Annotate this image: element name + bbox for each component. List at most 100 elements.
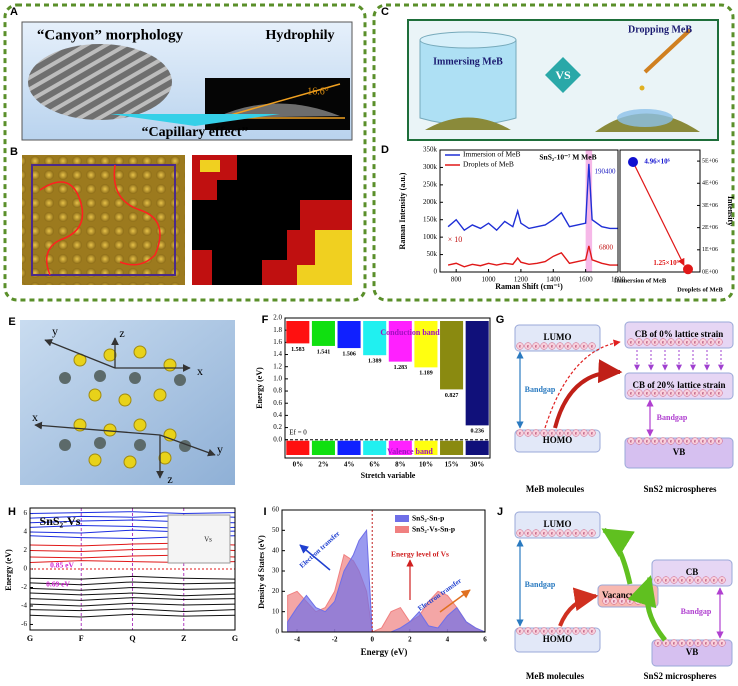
category-label: Droplets of MeB <box>677 286 723 293</box>
legend-swatch <box>395 515 409 522</box>
y-axis-label: Density of States (eV) <box>257 535 266 609</box>
y-tick-label: 20 <box>272 587 280 595</box>
electron <box>588 627 596 635</box>
vb-label: VB <box>686 647 699 657</box>
valence-bar <box>388 440 412 455</box>
electron-label: e <box>662 341 665 346</box>
bar <box>414 321 438 368</box>
x-tick-label: 6 <box>483 636 487 644</box>
electron-label: e <box>718 392 721 397</box>
electron <box>564 529 572 537</box>
electron <box>588 529 596 537</box>
electron-label: e <box>710 440 713 445</box>
electron <box>659 338 667 346</box>
electron <box>707 338 715 346</box>
boundary <box>39 164 161 276</box>
electron-label: e <box>543 345 546 350</box>
y-tick-label: 4 <box>24 528 28 536</box>
scan-area <box>31 164 176 276</box>
electron-label: e <box>702 392 705 397</box>
x-tick-label: Z <box>181 634 186 643</box>
electron <box>564 342 572 350</box>
cb-label: CB of 20% lattice strain <box>633 380 726 390</box>
electron <box>572 529 580 537</box>
x-tick-label: 0 <box>370 636 374 644</box>
valence-bar <box>440 440 464 455</box>
heading: “Canyon” morphology <box>37 27 184 43</box>
bandgap-label: Bandgap <box>681 607 712 616</box>
valence-bar <box>414 440 438 455</box>
value-label: 0.827 <box>445 393 459 399</box>
y-tick-label: 0 <box>434 268 438 276</box>
frame <box>439 149 619 273</box>
electron <box>580 529 588 537</box>
band-line <box>29 592 236 597</box>
x-tick-label: Q <box>129 634 135 643</box>
axis-label: z <box>119 326 124 340</box>
y-tick-label: 0.2 <box>273 423 282 431</box>
electron <box>691 338 699 346</box>
band-line <box>29 586 236 591</box>
transfer-arrow <box>601 527 635 585</box>
band-line <box>29 581 236 586</box>
electron-label: e <box>721 642 724 647</box>
label: Immersing MeB <box>433 56 503 67</box>
electron <box>548 429 556 437</box>
electron <box>670 576 678 584</box>
bandgap-label: Bandgap <box>525 385 556 394</box>
annotation: 190400 <box>595 168 617 176</box>
band-line <box>29 608 236 613</box>
electron-label: e <box>721 579 724 584</box>
electron-label: e <box>665 642 668 647</box>
x-tick-label: 4 <box>446 636 450 644</box>
y-axis-label: Energy (eV) <box>255 367 264 409</box>
x-tick-label: 1800 <box>611 276 626 284</box>
annotation: 6800 <box>599 244 614 252</box>
y2-tick-label: 5E+06 <box>702 158 718 164</box>
electron-label: e <box>646 392 649 397</box>
electron <box>707 437 715 445</box>
label: Dropping MeB <box>628 24 692 35</box>
electron-label: e <box>686 392 689 397</box>
transfer-arrow <box>439 589 471 613</box>
electron-label: e <box>630 392 633 397</box>
panel-letter: J <box>497 506 503 518</box>
electron <box>627 437 635 445</box>
x-tick-label: 1200 <box>514 276 529 284</box>
electron-label: e <box>519 630 522 635</box>
panel-letter: A <box>10 6 18 18</box>
electron <box>718 639 726 647</box>
electron-label: e <box>591 630 594 635</box>
y-tick-label: 0 <box>24 565 28 573</box>
electron-label: e <box>583 532 586 537</box>
value-label: 4.96×10⁶ <box>644 158 669 166</box>
y-tick-label: 0.8 <box>273 387 282 395</box>
panel-letter: C <box>381 6 389 18</box>
electron-label: e <box>673 642 676 647</box>
electron <box>548 627 556 635</box>
electron-label: e <box>583 630 586 635</box>
electron <box>580 627 588 635</box>
electron <box>556 627 564 635</box>
electron <box>540 627 548 635</box>
annotation: × 10 <box>448 235 463 244</box>
inset <box>167 514 231 564</box>
electron <box>691 389 699 397</box>
electron-label: e <box>591 532 594 537</box>
y-tick-label: 1.8 <box>273 326 282 334</box>
y-tick-label: 100k <box>423 233 438 241</box>
electron-label: e <box>678 440 681 445</box>
band-line <box>29 511 236 515</box>
panel-letter: B <box>10 146 18 158</box>
y-tick-label: 50 <box>272 526 280 534</box>
electron <box>678 639 686 647</box>
spectrum-line <box>447 163 618 232</box>
electron-label: e <box>681 642 684 647</box>
legend-label: Droplets of MeB <box>463 160 514 169</box>
bar <box>286 321 310 344</box>
electron <box>532 627 540 635</box>
y-tick-label: 0.0 <box>273 435 282 443</box>
legend-swatch <box>395 526 409 533</box>
electron-label: e <box>694 440 697 445</box>
